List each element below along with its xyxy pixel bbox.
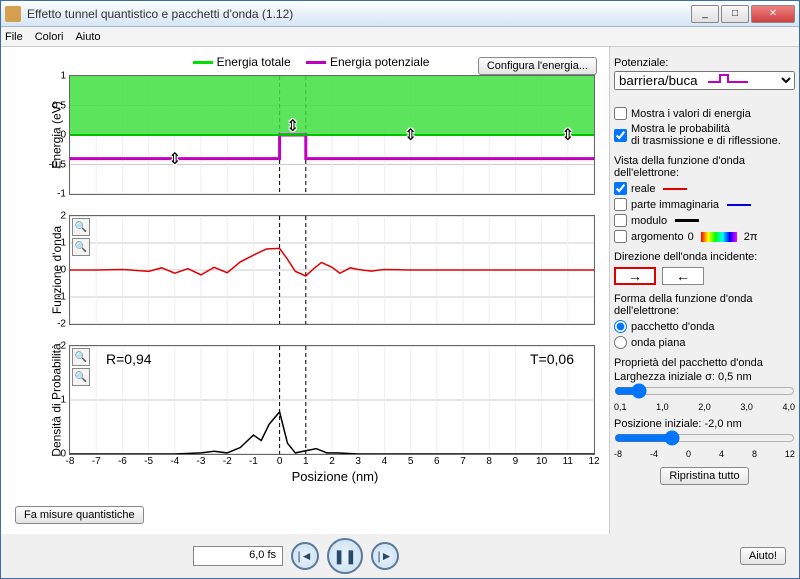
legend-total: Energia totale bbox=[217, 55, 291, 69]
argument-checkbox[interactable] bbox=[614, 230, 627, 243]
drag-handle-icon[interactable]: ⇕ bbox=[404, 125, 417, 145]
zoom-out-icon[interactable]: 🔍 bbox=[72, 238, 90, 256]
real-label: reale bbox=[631, 183, 655, 195]
plane-radio[interactable] bbox=[614, 336, 627, 349]
props-label: Proprietà del pacchetto d'onda bbox=[614, 357, 795, 369]
configure-energy-button[interactable]: Configura l'energia... bbox=[478, 57, 597, 75]
drag-handle-icon[interactable]: ⇕ bbox=[168, 149, 181, 169]
reset-button[interactable]: Ripristina tutto bbox=[660, 467, 748, 485]
app-icon bbox=[5, 6, 21, 22]
direction-label: Direzione dell'onda incidente: bbox=[614, 251, 795, 263]
restart-button[interactable]: |◄ bbox=[291, 542, 319, 570]
potential-select[interactable]: barriera/buca bbox=[614, 71, 795, 90]
direction-right-button[interactable]: → bbox=[614, 267, 656, 285]
form-label: Forma della funzione d'onda dell'elettro… bbox=[614, 293, 795, 317]
plane-label: onda piana bbox=[631, 337, 685, 349]
potential-label: Potenziale: bbox=[614, 57, 795, 69]
potential-shape-icon bbox=[708, 72, 748, 86]
zoom-in-icon[interactable]: 🔍 bbox=[72, 348, 90, 366]
show-energy-checkbox[interactable] bbox=[614, 107, 627, 120]
modulus-checkbox[interactable] bbox=[614, 214, 627, 227]
menubar: File Colori Aiuto bbox=[1, 27, 799, 47]
measure-button[interactable]: Fa misure quantistiche bbox=[15, 506, 144, 524]
maximize-button[interactable]: □ bbox=[721, 5, 749, 23]
titlebar: Effetto tunnel quantistico e pacchetti d… bbox=[1, 1, 799, 27]
svg-text:T=0,06: T=0,06 bbox=[530, 351, 574, 367]
argument-label: argomento bbox=[631, 231, 684, 243]
width-value-label: Larghezza iniziale σ: 0,5 nm bbox=[614, 371, 795, 383]
argument-gradient-icon bbox=[701, 232, 737, 242]
density-plot[interactable]: R=0,94T=0,06 🔍 🔍 012 -8-7-6-5-4-3-2-1012… bbox=[69, 345, 595, 455]
position-slider[interactable] bbox=[614, 430, 795, 446]
imag-label: parte immaginaria bbox=[631, 199, 719, 211]
zoom-out-icon[interactable]: 🔍 bbox=[72, 368, 90, 386]
pos-value-label: Posizione iniziale: -2,0 nm bbox=[614, 418, 795, 430]
time-display: 6,0 fs bbox=[193, 546, 283, 566]
modulus-label: modulo bbox=[631, 215, 667, 227]
imag-checkbox[interactable] bbox=[614, 198, 627, 211]
menu-help[interactable]: Aiuto bbox=[75, 31, 100, 43]
wave-plot[interactable]: 🔍 🔍 -2-1012 bbox=[69, 215, 595, 325]
packet-label: pacchetto d'onda bbox=[631, 321, 714, 333]
width-slider[interactable] bbox=[614, 383, 795, 399]
playback-bar: 6,0 fs |◄ ❚❚ |► Aiuto! bbox=[1, 534, 799, 578]
real-checkbox[interactable] bbox=[614, 182, 627, 195]
minimize-button[interactable]: _ bbox=[691, 5, 719, 23]
view-label: Vista della funzione d'onda dell'elettro… bbox=[614, 155, 795, 179]
drag-handle-icon[interactable]: ⇕ bbox=[561, 125, 574, 145]
show-energy-label: Mostra i valori di energia bbox=[631, 108, 751, 120]
svg-text:R=0,94: R=0,94 bbox=[106, 351, 152, 367]
show-prob-checkbox[interactable] bbox=[614, 129, 627, 142]
energy-plot[interactable]: -1-0,500,51 ⇕⇕⇕⇕ bbox=[69, 75, 595, 195]
packet-radio[interactable] bbox=[614, 320, 627, 333]
sidebar: Potenziale: barriera/buca Mostra i valor… bbox=[609, 47, 799, 534]
step-button[interactable]: |► bbox=[371, 542, 399, 570]
show-prob-label: Mostra le probabilità di trasmissione e … bbox=[631, 123, 781, 147]
window-title: Effetto tunnel quantistico e pacchetti d… bbox=[27, 7, 691, 21]
pause-button[interactable]: ❚❚ bbox=[327, 538, 363, 574]
close-button[interactable]: ✕ bbox=[751, 5, 795, 23]
legend-potential: Energia potenziale bbox=[330, 55, 429, 69]
direction-left-button[interactable]: ← bbox=[662, 267, 704, 285]
menu-file[interactable]: File bbox=[5, 31, 23, 43]
help-button[interactable]: Aiuto! bbox=[740, 547, 786, 565]
zoom-in-icon[interactable]: 🔍 bbox=[72, 218, 90, 236]
menu-colors[interactable]: Colori bbox=[35, 31, 64, 43]
drag-handle-icon[interactable]: ⇕ bbox=[286, 116, 299, 136]
